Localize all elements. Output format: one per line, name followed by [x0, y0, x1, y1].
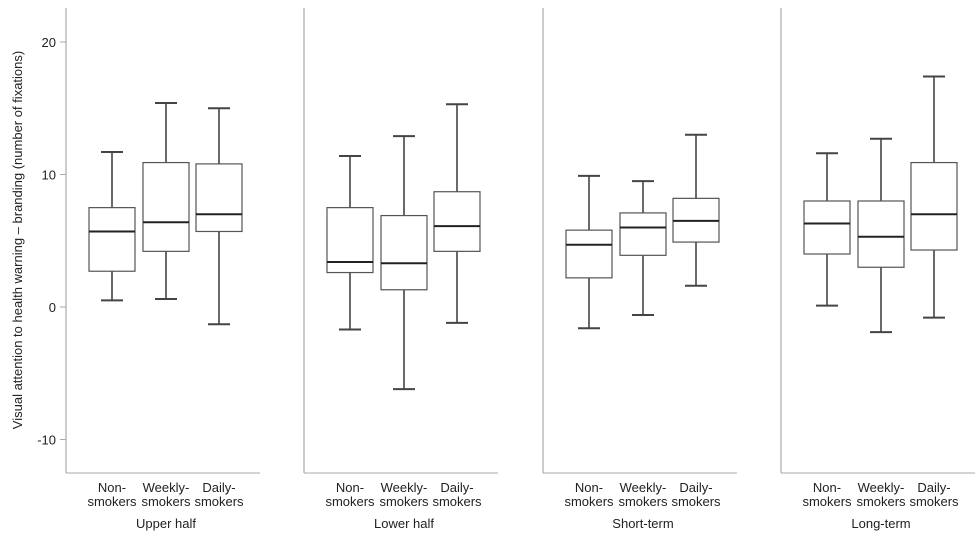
- y-axis: 20 10 0 -10: [37, 35, 66, 448]
- category-label: Daily-smokers: [909, 480, 959, 509]
- category-label: Non-smokers: [87, 480, 137, 509]
- category-label: Non-smokers: [802, 480, 852, 509]
- category-label: Daily-smokers: [432, 480, 482, 509]
- category-label: Non-smokers: [564, 480, 614, 509]
- iqr-box: [803, 200, 851, 255]
- category-label: Weekly-smokers: [618, 480, 668, 509]
- box-non-smokers: [803, 152, 851, 307]
- iqr-box: [565, 229, 613, 279]
- iqr-box: [195, 163, 243, 233]
- panels: Non-smokersWeekly-smokersDaily-smokersUp…: [65, 8, 975, 531]
- box-weekly-smokers: [857, 137, 905, 334]
- category-label: Weekly-smokers: [379, 480, 429, 509]
- box-daily-smokers: [433, 103, 481, 324]
- y-tick-label: -10: [37, 433, 56, 448]
- category-label: Daily-smokers: [194, 480, 244, 509]
- box-non-smokers: [565, 174, 613, 330]
- box-daily-smokers: [195, 107, 243, 326]
- iqr-box: [433, 191, 481, 252]
- y-tick-label: 20: [42, 35, 56, 50]
- box-weekly-smokers: [380, 135, 428, 391]
- category-label: Weekly-smokers: [856, 480, 906, 509]
- iqr-box: [910, 161, 958, 251]
- y-tick-label: 10: [42, 168, 56, 183]
- panel-label: Upper half: [136, 516, 196, 531]
- iqr-box: [380, 214, 428, 291]
- category-label: Non-smokers: [325, 480, 375, 509]
- box-daily-smokers: [910, 75, 958, 319]
- y-tick-label: 0: [49, 300, 56, 315]
- iqr-box: [88, 207, 136, 272]
- iqr-box: [619, 212, 667, 256]
- iqr-box: [857, 200, 905, 268]
- box-non-smokers: [326, 154, 374, 331]
- category-label: Weekly-smokers: [141, 480, 191, 509]
- panel-label: Short-term: [612, 516, 673, 531]
- panel-label: Lower half: [374, 516, 434, 531]
- box-daily-smokers: [672, 133, 720, 287]
- box-weekly-smokers: [619, 180, 667, 316]
- iqr-box: [142, 161, 190, 252]
- box-non-smokers: [88, 150, 136, 302]
- y-axis-title: Visual attention to health warning – bra…: [10, 51, 25, 429]
- panel-label: Long-term: [851, 516, 910, 531]
- box-weekly-smokers: [142, 101, 190, 301]
- category-label: Daily-smokers: [671, 480, 721, 509]
